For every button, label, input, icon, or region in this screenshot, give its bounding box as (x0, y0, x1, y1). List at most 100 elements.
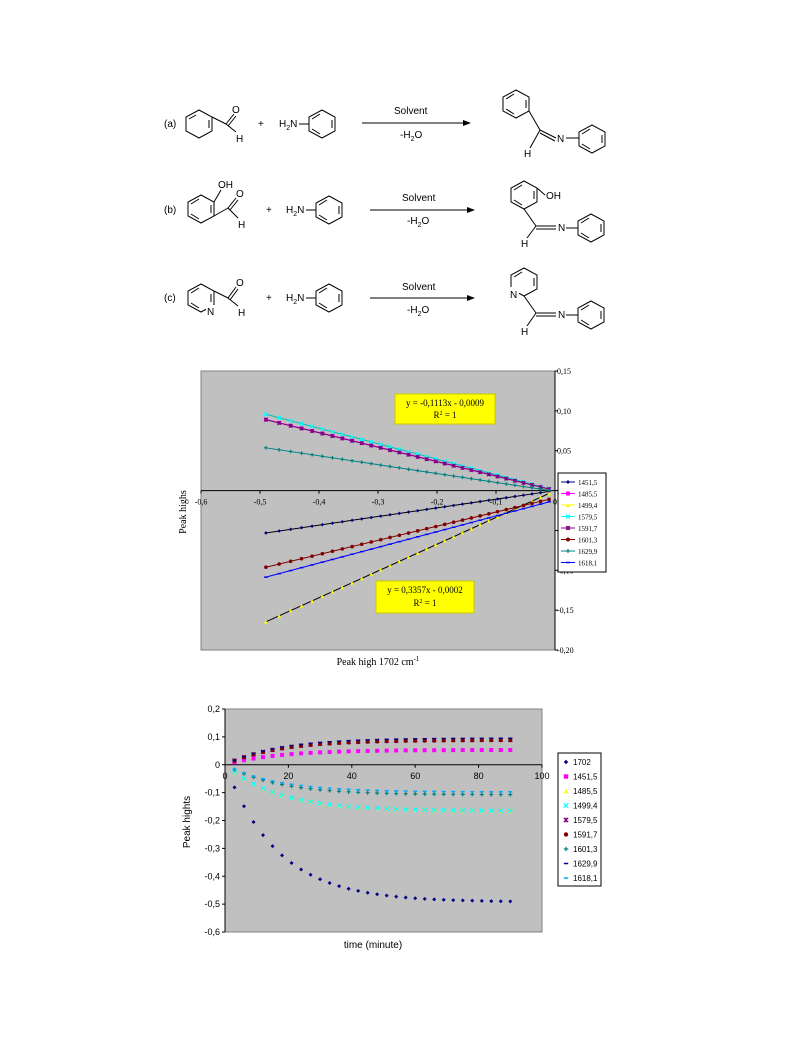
data-point (424, 507, 429, 512)
legend-item: 1591,7 (561, 525, 598, 533)
x-tick-label: -0,2 (431, 498, 444, 507)
data-point (356, 888, 361, 893)
data-point (397, 466, 402, 470)
data-point (397, 533, 402, 538)
data-point (394, 748, 399, 753)
data-point (369, 443, 374, 448)
data-point (388, 512, 392, 517)
legend-label: 1629,9 (573, 860, 598, 869)
data-point (359, 576, 364, 581)
x-tick-label: 0 (222, 771, 227, 781)
data-point (350, 518, 354, 523)
data-point (320, 431, 325, 436)
data-point (508, 738, 513, 743)
data-point (479, 792, 484, 797)
data-point (288, 449, 293, 454)
legend-item: 1601,3 (563, 845, 598, 854)
data-point (393, 806, 399, 812)
legend-item: 1579,5 (561, 514, 598, 522)
data-point (498, 792, 503, 797)
svg-text:H: H (524, 149, 531, 160)
data-point (460, 748, 465, 753)
legend-item: 1629,9 (563, 860, 598, 869)
data-point (566, 549, 570, 553)
data-point (513, 494, 517, 499)
data-point (388, 464, 392, 469)
data-point (451, 463, 456, 468)
data-point (298, 797, 304, 803)
svg-text:OH: OH (546, 191, 561, 202)
data-point (563, 759, 569, 765)
data-point (346, 789, 351, 794)
data-point (478, 478, 482, 482)
data-point (415, 468, 420, 473)
data-point (375, 748, 380, 753)
data-point (384, 806, 390, 812)
legend-item: 1579,5 (563, 816, 598, 825)
y-tick-label: -0,5 (204, 899, 220, 909)
data-point (394, 894, 399, 899)
svg-text:Solvent: Solvent (402, 282, 436, 293)
data-point (498, 747, 503, 752)
data-point (486, 472, 492, 477)
data-point (460, 475, 465, 480)
data-point (413, 896, 418, 901)
y-tick-label: 0,2 (207, 704, 220, 714)
svg-text:H: H (521, 327, 528, 338)
data-point (470, 898, 475, 903)
svg-text:N: N (558, 310, 565, 321)
x-tick-label: 100 (534, 771, 549, 781)
data-point (563, 846, 569, 852)
data-point (276, 420, 282, 426)
data-point (350, 544, 354, 549)
data-point (432, 748, 437, 753)
data-point (308, 786, 313, 791)
x-tick-label: 40 (347, 771, 357, 781)
data-point (318, 787, 323, 792)
data-point (384, 893, 389, 898)
data-point (487, 518, 491, 523)
data-point (397, 450, 402, 455)
legend-label: 1702 (573, 758, 591, 767)
data-point (538, 499, 543, 504)
data-point (330, 456, 335, 460)
data-point (469, 476, 474, 481)
data-point (340, 432, 345, 437)
data-point (478, 514, 482, 518)
data-point (397, 559, 402, 564)
y-tick-label: -0,2 (204, 816, 220, 826)
legend: 1451,5 1485,5 1499,4 1579,5 1591,7 1601,3 1629… (557, 472, 607, 573)
product-ring-1 (502, 89, 530, 119)
y-axis-label: Peak hights (182, 796, 193, 848)
data-point (547, 488, 551, 493)
data-point (330, 521, 335, 525)
data-point (403, 807, 409, 812)
legend-label: 1601,3 (578, 537, 598, 545)
data-point (299, 525, 304, 530)
legend: 1702 1451,5 1485,5 1499,4 1579,5 1591,7 1601,3… (557, 752, 602, 887)
data-point (369, 572, 374, 576)
data-point (299, 426, 304, 431)
data-point (487, 479, 491, 484)
data-point (489, 792, 494, 797)
data-point (277, 614, 281, 618)
data-point (469, 501, 474, 505)
data-point (378, 567, 383, 572)
data-point (403, 738, 408, 743)
y-tick-label: -0,20 (557, 646, 574, 655)
data-point (495, 514, 500, 519)
scheme-a: (a) O H + H2N Solvent -H2O H N (164, 89, 606, 160)
data-point (504, 476, 509, 481)
scheme-b: (b) OH O H + H2N Solvent -H2O OH H N (164, 180, 605, 250)
data-point (406, 467, 411, 472)
svg-text:N: N (510, 290, 517, 301)
annotation-upper: y = -0,1113x - 0,0009 R2 = 1 (394, 393, 496, 425)
svg-text:N: N (558, 223, 565, 234)
aniline-ring (308, 109, 336, 139)
data-point (442, 504, 447, 509)
reaction-schemes: (a) O H + H2N Solvent -H2O H N (164, 89, 606, 338)
data-point (441, 807, 447, 813)
data-point (415, 551, 420, 555)
data-point (565, 514, 571, 519)
data-point (495, 480, 500, 485)
